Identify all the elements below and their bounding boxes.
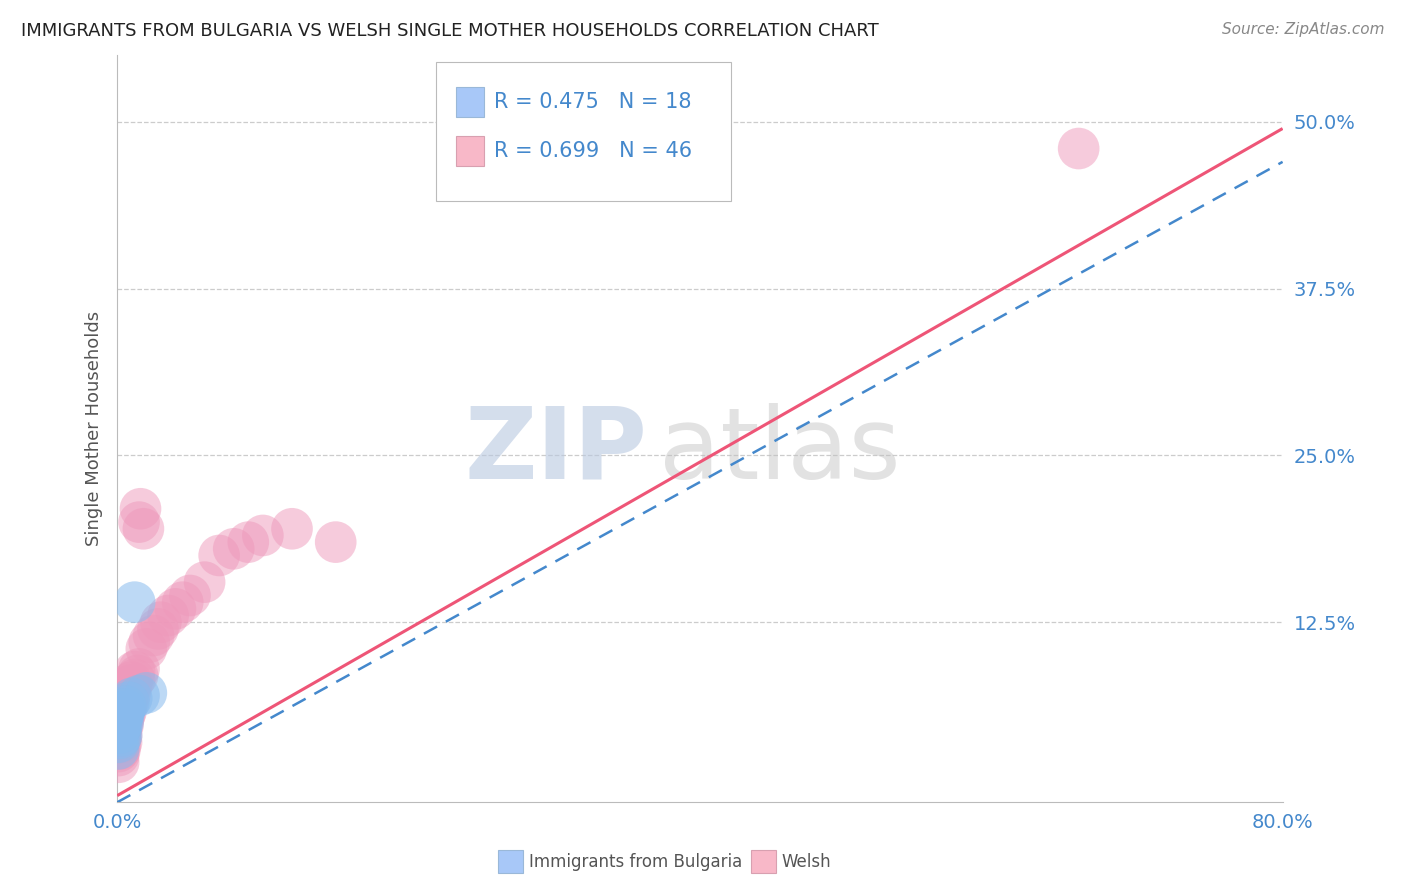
Point: [149, 615, 172, 630]
Point: [124, 673, 146, 687]
Text: ZIP: ZIP: [464, 402, 647, 500]
Point: [114, 702, 136, 716]
Point: [172, 595, 194, 609]
Point: [208, 549, 231, 563]
Point: [117, 695, 139, 709]
Point: [110, 718, 132, 732]
Point: [128, 515, 150, 529]
Point: [129, 501, 152, 516]
Point: [111, 718, 134, 732]
Point: [107, 745, 129, 759]
Point: [114, 702, 136, 716]
Text: R = 0.699   N = 46: R = 0.699 N = 46: [494, 141, 692, 161]
Point: [165, 602, 187, 616]
Point: [108, 731, 131, 746]
Point: [108, 742, 131, 756]
Point: [115, 699, 138, 714]
Point: [157, 608, 180, 623]
Text: IMMIGRANTS FROM BULGARIA VS WELSH SINGLE MOTHER HOUSEHOLDS CORRELATION CHART: IMMIGRANTS FROM BULGARIA VS WELSH SINGLE…: [21, 22, 879, 40]
Point: [107, 735, 129, 749]
Point: [108, 726, 131, 740]
Point: [135, 641, 157, 656]
Point: [118, 681, 141, 696]
Point: [128, 662, 150, 676]
Point: [117, 689, 139, 703]
Point: [121, 691, 143, 706]
Text: Immigrants from Bulgaria: Immigrants from Bulgaria: [529, 853, 742, 871]
Point: [111, 708, 134, 723]
Point: [222, 541, 245, 556]
Point: [124, 595, 146, 609]
Point: [111, 715, 134, 730]
Point: [121, 675, 143, 690]
Point: [325, 535, 347, 549]
Point: [281, 522, 304, 536]
Point: [118, 695, 141, 709]
Point: [108, 731, 131, 746]
Point: [111, 713, 134, 727]
Point: [135, 686, 157, 700]
Point: [115, 699, 138, 714]
Point: [115, 705, 138, 719]
Point: [114, 705, 136, 719]
Point: [110, 713, 132, 727]
Point: [110, 735, 132, 749]
Point: [142, 628, 165, 642]
Point: [108, 735, 131, 749]
Point: [114, 708, 136, 723]
Point: [252, 528, 274, 542]
Point: [138, 635, 160, 649]
Text: R = 0.475   N = 18: R = 0.475 N = 18: [494, 92, 690, 112]
Point: [107, 748, 129, 763]
Point: [124, 665, 146, 679]
Point: [128, 689, 150, 703]
Point: [179, 589, 201, 603]
Point: [127, 668, 149, 682]
Point: [132, 522, 155, 536]
Point: [110, 722, 132, 736]
Point: [118, 691, 141, 706]
Point: [110, 729, 132, 743]
Point: [107, 756, 129, 770]
Y-axis label: Single Mother Households: Single Mother Households: [86, 311, 103, 546]
Point: [146, 622, 169, 636]
Text: atlas: atlas: [659, 402, 901, 500]
Point: [238, 535, 260, 549]
Text: Source: ZipAtlas.com: Source: ZipAtlas.com: [1222, 22, 1385, 37]
Point: [121, 678, 143, 692]
Point: [1067, 142, 1090, 156]
Point: [108, 722, 131, 736]
Point: [110, 729, 132, 743]
Point: [194, 575, 217, 590]
Point: [107, 742, 129, 756]
Point: [120, 686, 142, 700]
Text: Welsh: Welsh: [782, 853, 831, 871]
